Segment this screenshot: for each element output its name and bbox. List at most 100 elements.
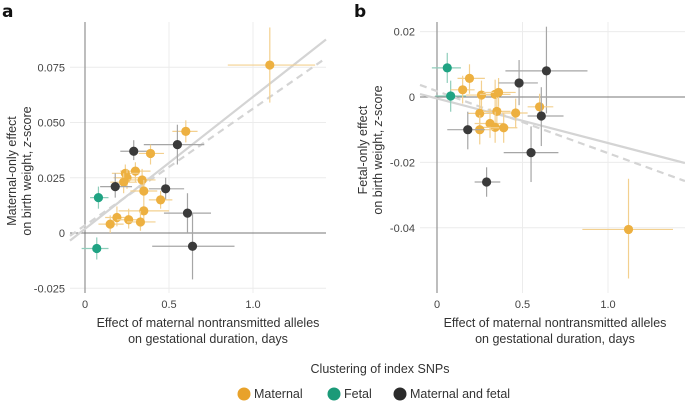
y-tick-label: 0.050 xyxy=(37,118,65,130)
point-marker xyxy=(139,186,149,196)
panel-b-ylabel-suffix: -score xyxy=(371,85,385,120)
data-point-both xyxy=(100,173,133,198)
point-marker xyxy=(110,181,120,192)
data-point-fetal xyxy=(435,80,467,112)
panel-b-ylabel-prefix: on birth weight, xyxy=(371,126,385,214)
panel-a-regression-lines xyxy=(69,38,327,242)
point-marker xyxy=(475,108,485,118)
point-marker xyxy=(139,206,149,216)
point-marker xyxy=(481,177,492,187)
panel-b-grid xyxy=(420,22,685,293)
y-tick-label: 0.075 xyxy=(37,62,65,74)
panel-a: a -0.025 0 0.025 0.050 0.075 0 0.5 1.0 Maternal… xyxy=(2,2,327,346)
panel-a-ylabel-prefix: on birth weight, xyxy=(20,147,34,235)
point-marker xyxy=(442,63,452,73)
point-marker xyxy=(124,215,134,225)
data-point-maternal xyxy=(138,144,164,165)
data-point-maternal xyxy=(227,27,316,103)
data-point-both xyxy=(148,177,185,200)
y-tick-label: -0.025 xyxy=(34,283,65,295)
data-point-both xyxy=(503,126,559,183)
panel-b: b -0.04 -0.02 0 0.02 0 0.5 1.0 Fetal-only effe… xyxy=(354,2,685,346)
regression-line-solid xyxy=(419,93,685,165)
panel-a-letter: a xyxy=(2,2,13,22)
panel-b-xlabel-line2: on gestational duration, days xyxy=(475,332,635,346)
panel-b-ylabel-line2: on birth weight, z-score xyxy=(371,85,385,214)
data-point-both xyxy=(498,60,538,106)
point-marker xyxy=(464,73,475,83)
point-marker xyxy=(446,91,456,101)
data-point-maternal xyxy=(172,120,198,143)
point-marker xyxy=(161,184,171,194)
x-tick-label: 0.5 xyxy=(161,299,176,311)
data-point-maternal xyxy=(501,98,528,129)
panel-a-tick-labels: -0.025 0 0.025 0.050 0.075 0 0.5 1.0 xyxy=(34,62,261,311)
point-marker xyxy=(129,146,139,156)
data-point-maternal xyxy=(450,75,475,104)
legend-title: Clustering of index SNPs xyxy=(311,362,450,376)
data-point-both xyxy=(152,213,235,280)
x-tick-label: 1.0 xyxy=(600,299,615,311)
point-marker xyxy=(187,241,198,251)
point-marker xyxy=(623,224,634,235)
data-point-fetal xyxy=(431,52,461,83)
data-point-both xyxy=(527,87,564,147)
point-marker xyxy=(93,193,104,203)
point-marker xyxy=(92,243,102,254)
data-point-maternal xyxy=(118,202,169,220)
point-marker xyxy=(476,90,487,100)
panel-b-tick-labels: -0.04 -0.02 0 0.02 0 0.5 1.0 xyxy=(390,27,616,311)
point-marker xyxy=(181,126,191,136)
x-tick-label: 1.0 xyxy=(245,299,260,311)
point-marker xyxy=(535,102,545,112)
data-point-both xyxy=(505,26,588,114)
legend-label-maternal: Maternal xyxy=(254,387,303,401)
point-marker xyxy=(499,123,509,133)
data-point-fetal xyxy=(90,186,109,209)
legend-swatch-maternal xyxy=(237,387,251,401)
point-marker xyxy=(172,140,182,150)
panel-a-ylabel-line1: Maternal-only effect xyxy=(5,116,19,226)
point-marker xyxy=(514,78,524,88)
y-tick-label: 0.025 xyxy=(37,173,65,185)
point-marker xyxy=(135,217,146,227)
data-point-maternal xyxy=(457,64,485,94)
data-point-both xyxy=(120,140,149,161)
point-marker xyxy=(156,195,166,205)
point-marker xyxy=(463,125,473,135)
panel-b-regression-lines xyxy=(419,83,685,183)
point-marker xyxy=(511,108,521,118)
legend: Clustering of index SNPs Maternal Fetal … xyxy=(237,362,510,401)
panel-a-ylabel-suffix: -score xyxy=(20,106,34,141)
data-point-maternal xyxy=(490,113,518,143)
point-marker xyxy=(265,60,275,70)
panel-b-ylabel-line1: Fetal-only effect xyxy=(356,105,370,194)
point-marker xyxy=(492,106,502,116)
legend-swatch-fetal xyxy=(327,387,341,401)
regression-line-dashed xyxy=(419,83,685,183)
regression-line-dashed xyxy=(69,57,327,237)
point-marker xyxy=(145,148,156,159)
panel-a-ylabel-line2: on birth weight, z-score xyxy=(20,106,34,235)
y-tick-label: -0.04 xyxy=(390,223,415,235)
data-point-both xyxy=(143,124,205,165)
panel-b-letter: b xyxy=(354,2,366,22)
panel-a-points xyxy=(81,27,316,280)
panel-a-xlabel-line1: Effect of maternal nontransmitted allele… xyxy=(97,316,320,330)
legend-item-maternal: Maternal xyxy=(237,387,303,401)
point-marker xyxy=(458,85,468,95)
point-marker xyxy=(493,87,504,98)
data-point-both xyxy=(163,193,211,233)
y-tick-label: 0 xyxy=(59,228,65,240)
data-point-both xyxy=(474,167,501,197)
data-point-maternal xyxy=(148,191,173,209)
panel-a-ylabel-z: z xyxy=(20,140,34,148)
legend-label-maternal-and-fetal: Maternal and fetal xyxy=(410,387,510,401)
data-point-maternal xyxy=(127,210,156,231)
point-marker xyxy=(112,212,122,223)
point-marker xyxy=(137,175,147,185)
point-marker xyxy=(182,208,193,218)
x-tick-label: 0 xyxy=(434,299,440,311)
y-tick-label: 0.02 xyxy=(394,27,415,39)
point-marker xyxy=(119,177,129,187)
